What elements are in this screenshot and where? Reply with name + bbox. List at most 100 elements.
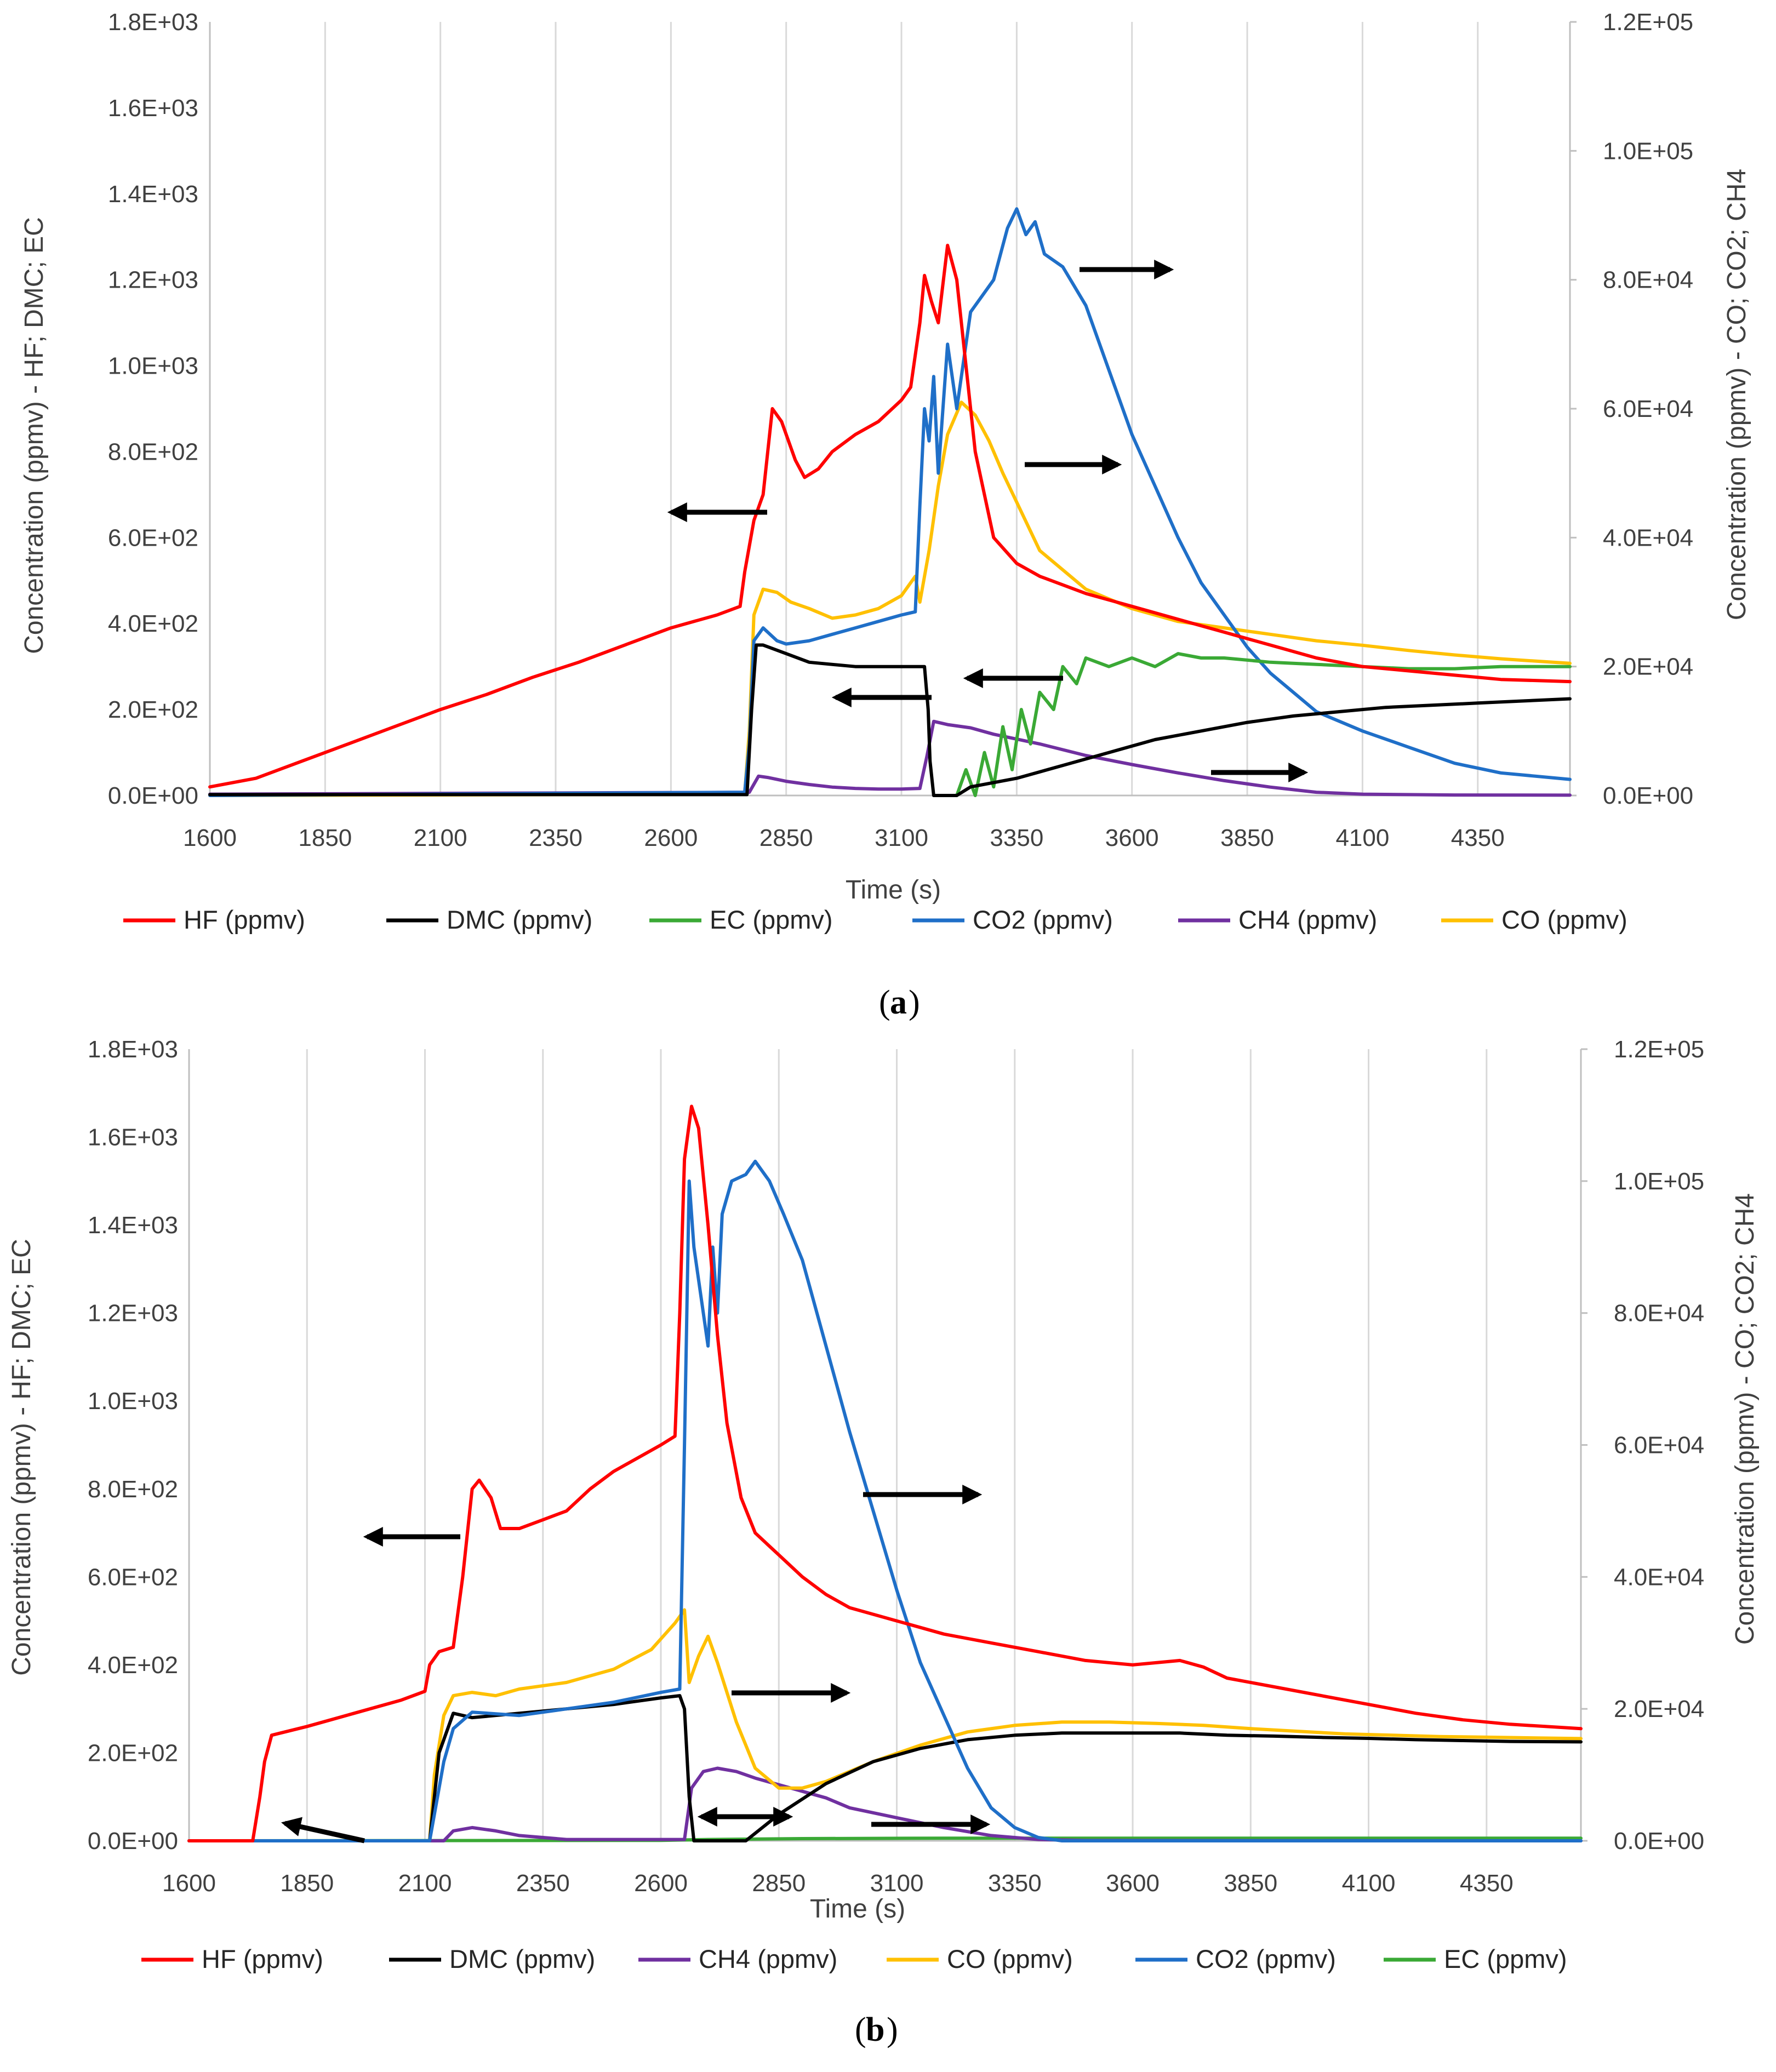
panel-a-right-tick-label: 1.2E+05 bbox=[1603, 9, 1693, 36]
caption-b-close: ) bbox=[887, 2011, 898, 2048]
panel-b-right-tick-label: 4.0E+04 bbox=[1614, 1564, 1704, 1590]
panel-b-series-hf-line bbox=[187, 1104, 1583, 1842]
panel-b-left-tick-label: 6.0E+02 bbox=[88, 1564, 178, 1590]
panel-a-series-ec-line bbox=[934, 652, 1572, 797]
panel-a-right-tick-label: 0.0E+00 bbox=[1603, 782, 1693, 809]
panel-a-right-axis-title: Concentration (ppmv) - CO; CO2; CH4 bbox=[1722, 169, 1751, 620]
panel-a-series-ch4-line bbox=[208, 719, 1572, 797]
panel-b-series bbox=[187, 1104, 1583, 1842]
panel-a-series-hf-line bbox=[208, 243, 1572, 789]
panel-a-right-tick-label: 6.0E+04 bbox=[1603, 396, 1693, 422]
panel-a-left-tick-label: 2.0E+02 bbox=[108, 696, 198, 723]
panel-b-x-tick-label: 1600 bbox=[162, 1870, 216, 1897]
panel-a-left-tick-label: 1.8E+03 bbox=[108, 9, 198, 36]
panel-b-left-tick-label: 0.0E+00 bbox=[88, 1828, 178, 1855]
panel-b-x-axis-title: Time (s) bbox=[810, 1894, 905, 1924]
panel-b-legend: HF (ppmv) DMC (ppmv) CH4 (ppmv) CO (ppmv) CO… bbox=[141, 1944, 1567, 1973]
panel-b-legend-label-co2: CO2 (ppmv) bbox=[1196, 1944, 1336, 1973]
panel-b-annotation-arrow bbox=[281, 1817, 365, 1844]
panel-a-x-tick-label: 1850 bbox=[298, 825, 352, 851]
panel-a-left-tick-label: 1.0E+03 bbox=[108, 353, 198, 380]
panel-a-right-tick-label: 1.0E+05 bbox=[1603, 138, 1693, 164]
panel-b-x-tick-label: 3600 bbox=[1106, 1870, 1160, 1897]
panel-a-x-tick-label: 2100 bbox=[414, 825, 467, 851]
panel-b-right-tick-label: 2.0E+04 bbox=[1614, 1696, 1704, 1722]
panel-a-x-tick-label: 4100 bbox=[1335, 825, 1389, 851]
panel-a-left-tick-label: 6.0E+02 bbox=[108, 524, 198, 551]
panel-b-x-tick-label: 3350 bbox=[988, 1870, 1042, 1897]
panel-a-left-tick-label: 1.6E+03 bbox=[108, 95, 198, 122]
panel-b-left-tick-label: 2.0E+02 bbox=[88, 1739, 178, 1766]
panel-a-x-tick-label: 3350 bbox=[990, 825, 1043, 851]
panel-a-legend-label-ec: EC (ppmv) bbox=[710, 905, 833, 934]
panel-a-chart: 1600 1850 2100 2350 2600 2850 3100 3350 3600 3850… bbox=[20, 9, 1751, 934]
panel-b-left-tick-label: 4.0E+02 bbox=[88, 1652, 178, 1679]
panel-a-x-axis-title: Time (s) bbox=[846, 875, 941, 905]
panel-a-legend-label-dmc: DMC (ppmv) bbox=[447, 905, 592, 934]
panel-a-x-tick-label: 3600 bbox=[1105, 825, 1159, 851]
panel-b-right-tick-label: 0.0E+00 bbox=[1614, 1828, 1704, 1855]
panel-b-chart: 1600 1850 2100 2350 2600 2850 3100 3350 3600 3850… bbox=[7, 1036, 1760, 1973]
panel-b-x-tick-label: 2850 bbox=[752, 1870, 806, 1897]
panel-b-left-tick-label: 1.6E+03 bbox=[88, 1124, 178, 1151]
panel-b-series-co-line bbox=[187, 1608, 1583, 1842]
panel-b-left-tick-label: 1.2E+03 bbox=[88, 1300, 178, 1327]
panel-b-x-tick-label: 3850 bbox=[1224, 1870, 1277, 1897]
panel-a-right-tick-label: 2.0E+04 bbox=[1603, 654, 1693, 680]
panel-a-left-axis-title: Concentration (ppmv) - HF; DMC; EC bbox=[20, 217, 49, 654]
panel-b-x-tick-label: 3100 bbox=[870, 1870, 924, 1897]
panel-a-series-co2-line bbox=[208, 207, 1572, 797]
panel-b-x-tick-label: 2600 bbox=[634, 1870, 688, 1897]
panel-b-x-tick-label: 2350 bbox=[516, 1870, 570, 1897]
caption-a-open: ( bbox=[879, 984, 890, 1021]
panel-b-left-tick-label: 1.8E+03 bbox=[88, 1036, 178, 1063]
panel-a-x-tick-label: 2600 bbox=[644, 825, 698, 851]
panel-b-legend-label-co: CO (ppmv) bbox=[947, 1944, 1073, 1973]
panel-a-right-tick-label: 8.0E+04 bbox=[1603, 267, 1693, 294]
panel-a-series-co-line bbox=[208, 400, 1572, 797]
panel-a-x-tick-label: 2850 bbox=[759, 825, 813, 851]
panel-b-x-tick-label: 1850 bbox=[280, 1870, 334, 1897]
panel-b-x-tick-label: 4100 bbox=[1342, 1870, 1396, 1897]
panel-a-left-tick-label: 4.0E+02 bbox=[108, 610, 198, 637]
caption-a-label: a bbox=[890, 984, 907, 1021]
panel-b-right-tick-label: 1.0E+05 bbox=[1614, 1168, 1704, 1195]
panel-b-x-tick-label: 4350 bbox=[1460, 1870, 1514, 1897]
panel-b-series-ch4-line bbox=[187, 1766, 1583, 1842]
panel-b-left-axis-title: Concentration (ppmv) - HF; DMC; EC bbox=[7, 1239, 36, 1676]
panel-b-right-axis-title: Concentration (ppmv) - CO; CO2; CH4 bbox=[1731, 1193, 1760, 1645]
panel-b-right-tick-label: 8.0E+04 bbox=[1614, 1300, 1704, 1327]
panel-b-legend-label-ec: EC (ppmv) bbox=[1444, 1944, 1567, 1973]
panel-a-right-tick-label: 4.0E+04 bbox=[1603, 524, 1693, 551]
panel-b-series-dmc-line bbox=[187, 1694, 1583, 1842]
panel-a-left-tick-label: 0.0E+00 bbox=[108, 782, 198, 809]
panel-a-legend-label-co2: CO2 (ppmv) bbox=[973, 905, 1113, 934]
panel-a-arrows bbox=[667, 260, 1309, 782]
panel-a-legend-label-hf: HF (ppmv) bbox=[184, 905, 305, 934]
panel-a-x-tick-label: 3850 bbox=[1220, 825, 1274, 851]
panel-b-arrows bbox=[281, 1485, 991, 1844]
caption-b-open: ( bbox=[855, 2011, 866, 2048]
panel-a-gridlines bbox=[209, 21, 1577, 797]
panel-b-series-co2-line bbox=[187, 1159, 1583, 1842]
panel-b-gridlines bbox=[188, 1048, 1587, 1842]
panel-b-left-tick-label: 1.0E+03 bbox=[88, 1388, 178, 1415]
panel-b-left-tick-label: 1.4E+03 bbox=[88, 1212, 178, 1239]
panel-a-legend-label-co: CO (ppmv) bbox=[1501, 905, 1627, 934]
panel-a-left-tick-label: 8.0E+02 bbox=[108, 438, 198, 465]
panel-a-series-dmc-line bbox=[208, 643, 1572, 797]
panel-a-x-tick-label: 3100 bbox=[875, 825, 928, 851]
panel-b-right-tick-label: 6.0E+04 bbox=[1614, 1432, 1704, 1459]
panel-a-legend: HF (ppmv) DMC (ppmv) EC (ppmv) CO2 (ppmv) CH… bbox=[123, 905, 1627, 934]
caption-a-close: ) bbox=[909, 984, 920, 1021]
panel-a-x-tick-label: 4350 bbox=[1451, 825, 1505, 851]
panel-a-x-tick-label: 1600 bbox=[183, 825, 237, 851]
panel-a-x-tick-label: 2350 bbox=[529, 825, 583, 851]
panel-b-left-tick-label: 8.0E+02 bbox=[88, 1476, 178, 1503]
panel-b-legend-label-ch4: CH4 (ppmv) bbox=[699, 1944, 837, 1973]
panel-b-x-tick-label: 2100 bbox=[398, 1870, 452, 1897]
panel-b-right-tick-label: 1.2E+05 bbox=[1614, 1036, 1704, 1063]
panel-a-left-tick-label: 1.4E+03 bbox=[108, 181, 198, 208]
